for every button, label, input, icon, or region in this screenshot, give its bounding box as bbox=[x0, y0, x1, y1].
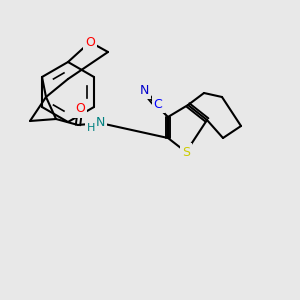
Text: O: O bbox=[85, 35, 95, 49]
Text: N: N bbox=[95, 116, 105, 130]
Text: S: S bbox=[182, 146, 190, 158]
Text: O: O bbox=[75, 103, 85, 116]
Text: N: N bbox=[139, 83, 149, 97]
Text: C: C bbox=[154, 98, 162, 110]
Text: H: H bbox=[87, 123, 95, 133]
